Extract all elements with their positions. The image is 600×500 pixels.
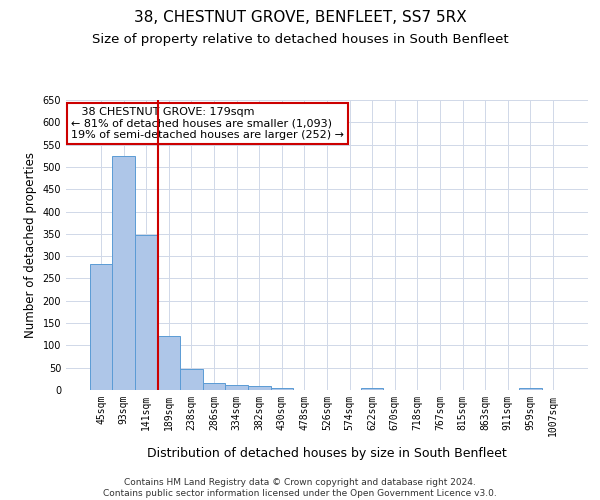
- Bar: [112, 156, 135, 390]
- Bar: [135, 234, 158, 390]
- Bar: [180, 368, 203, 390]
- Bar: [519, 388, 542, 390]
- Text: Distribution of detached houses by size in South Benfleet: Distribution of detached houses by size …: [147, 448, 507, 460]
- Text: 38 CHESTNUT GROVE: 179sqm
← 81% of detached houses are smaller (1,093)
19% of se: 38 CHESTNUT GROVE: 179sqm ← 81% of detac…: [71, 108, 344, 140]
- Bar: [361, 388, 383, 390]
- Text: 38, CHESTNUT GROVE, BENFLEET, SS7 5RX: 38, CHESTNUT GROVE, BENFLEET, SS7 5RX: [134, 10, 466, 25]
- Bar: [203, 383, 226, 390]
- Bar: [271, 388, 293, 390]
- Bar: [158, 336, 180, 390]
- Text: Size of property relative to detached houses in South Benfleet: Size of property relative to detached ho…: [92, 32, 508, 46]
- Text: Contains HM Land Registry data © Crown copyright and database right 2024.
Contai: Contains HM Land Registry data © Crown c…: [103, 478, 497, 498]
- Bar: [90, 264, 112, 390]
- Y-axis label: Number of detached properties: Number of detached properties: [24, 152, 37, 338]
- Bar: [248, 386, 271, 390]
- Bar: [226, 385, 248, 390]
